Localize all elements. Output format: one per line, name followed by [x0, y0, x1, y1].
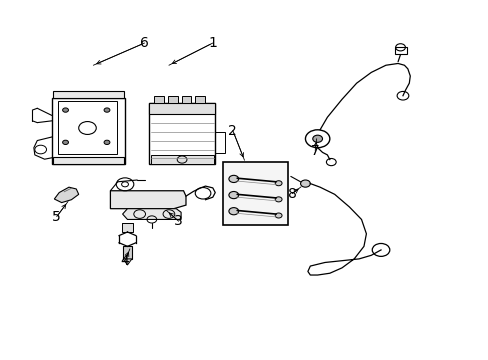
Bar [394, 47, 406, 54]
Circle shape [312, 135, 322, 142]
Bar [215, 132, 224, 153]
Bar [52, 98, 125, 164]
Polygon shape [123, 259, 132, 265]
Circle shape [228, 175, 238, 183]
Circle shape [104, 108, 110, 112]
Bar [195, 96, 204, 103]
Bar [53, 157, 123, 164]
Bar [154, 96, 163, 103]
Bar [222, 162, 288, 225]
Text: 7: 7 [310, 144, 319, 158]
Polygon shape [54, 187, 79, 203]
Bar [167, 96, 177, 103]
Circle shape [275, 197, 282, 202]
Bar [149, 103, 215, 114]
Bar [123, 246, 132, 259]
Text: 4: 4 [121, 254, 129, 268]
Bar [149, 103, 215, 164]
Circle shape [300, 180, 310, 187]
Circle shape [62, 140, 68, 144]
Text: 1: 1 [208, 36, 217, 50]
Circle shape [228, 208, 238, 215]
Bar [181, 96, 191, 103]
Text: 6: 6 [140, 36, 149, 50]
Text: 3: 3 [174, 214, 183, 228]
Polygon shape [110, 191, 185, 209]
Bar [122, 223, 133, 232]
Bar [53, 91, 123, 98]
Bar [58, 101, 117, 154]
Circle shape [275, 213, 282, 218]
Text: 2: 2 [228, 123, 237, 138]
Text: 8: 8 [287, 186, 296, 201]
Text: 5: 5 [52, 210, 61, 224]
Bar [151, 155, 213, 164]
Circle shape [275, 181, 282, 186]
Circle shape [62, 108, 68, 112]
Polygon shape [122, 209, 181, 220]
Circle shape [104, 140, 110, 144]
Circle shape [228, 192, 238, 199]
